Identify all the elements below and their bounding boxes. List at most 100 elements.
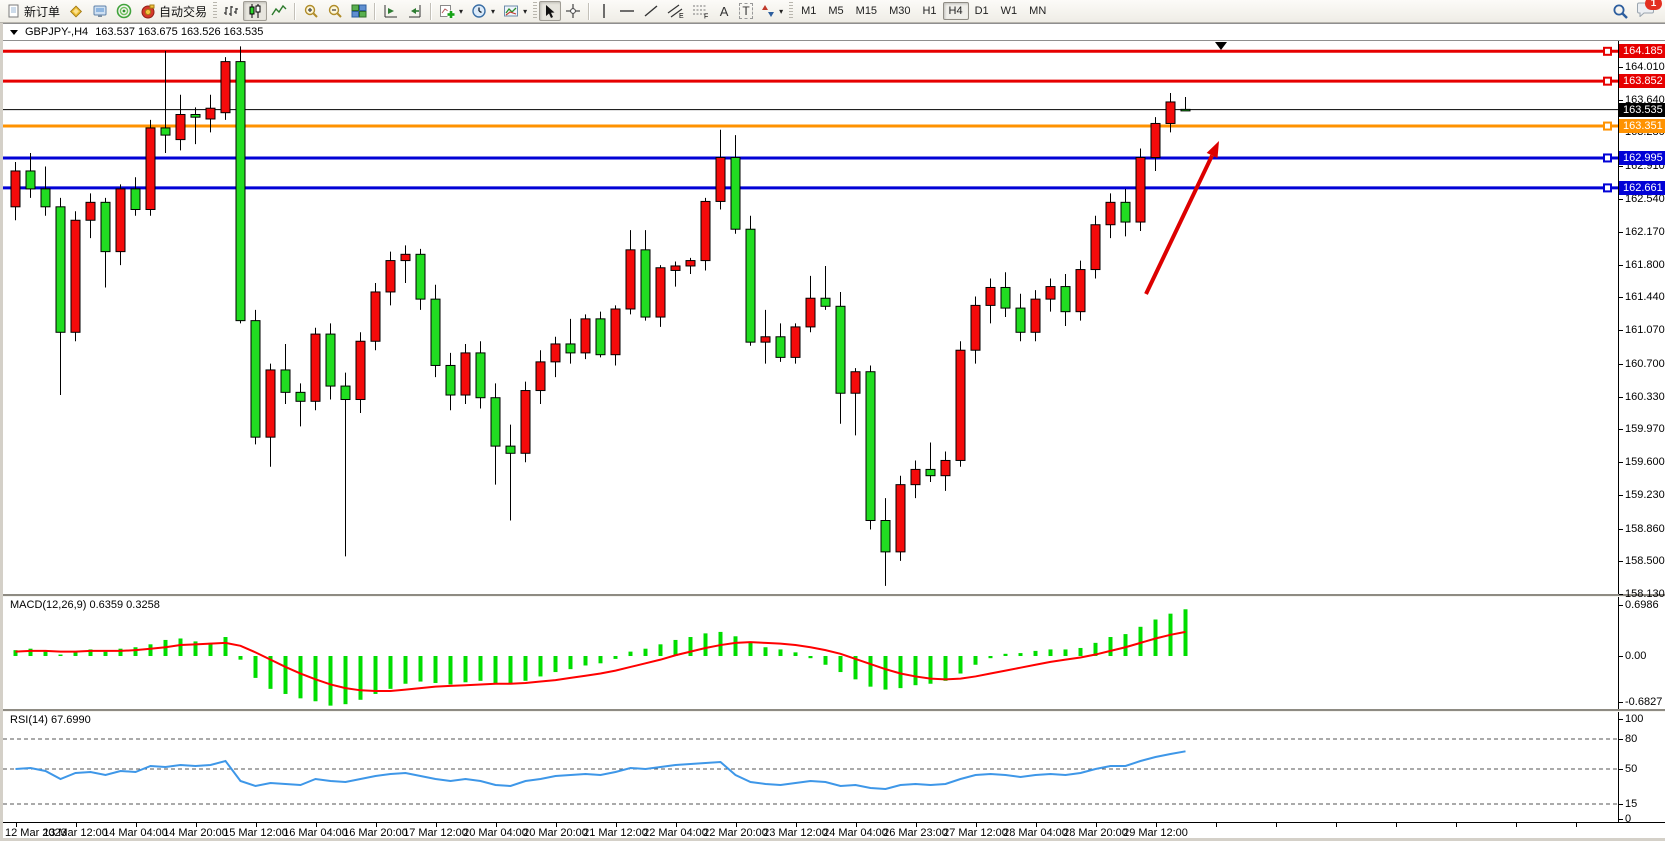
cursor-button[interactable]	[539, 1, 562, 21]
indicators-button[interactable]: ▾	[435, 1, 467, 21]
line-end-marker[interactable]	[1603, 46, 1612, 56]
templates-button[interactable]: ▾	[499, 1, 531, 21]
object-anchor-icon[interactable]	[1215, 42, 1227, 50]
autotrading-label: 自动交易	[159, 4, 208, 19]
chevron-down-icon: ▾	[523, 6, 528, 16]
time-tick	[1275, 823, 1277, 827]
macd-histogram-bar	[688, 637, 693, 656]
horizontal-line-button[interactable]	[615, 1, 639, 21]
candle-body	[670, 265, 681, 271]
macd-histogram-bar	[1093, 642, 1098, 656]
macd-histogram-bar	[58, 654, 63, 656]
line-end-marker[interactable]	[1603, 76, 1612, 86]
text-label-button[interactable]: T	[735, 1, 757, 21]
macd-histogram-bar	[733, 636, 738, 656]
time-tick	[1095, 823, 1097, 827]
candle-body	[115, 188, 126, 253]
price-tick	[1619, 594, 1623, 595]
candle-body	[490, 397, 501, 447]
crosshair-button[interactable]	[561, 1, 585, 21]
candle-body	[835, 305, 846, 394]
macd-histogram-bar	[973, 656, 978, 665]
price-tick-label: 161.440	[1625, 291, 1665, 304]
tf-button-h1[interactable]: H1	[916, 2, 942, 20]
time-tick	[855, 823, 857, 827]
macd-histogram-bar	[1138, 626, 1143, 656]
trendline-button[interactable]	[639, 1, 663, 21]
arrows-button[interactable]: ▾	[757, 1, 787, 21]
macd-histogram-bar	[508, 656, 513, 685]
macd-histogram-bar	[253, 656, 258, 678]
tf-button-m5[interactable]: M5	[822, 2, 849, 20]
macd-histogram-bar	[1018, 653, 1023, 656]
candle-body	[1150, 122, 1161, 159]
chart-menu-icon[interactable]	[10, 29, 18, 35]
candlestick-chart-button[interactable]	[243, 1, 268, 21]
macd-axis[interactable]: 0.6986 0.00 -0.6827	[1618, 597, 1665, 709]
notification-badge: 1	[1645, 0, 1662, 10]
candle-body	[895, 484, 906, 553]
macd-histogram-bar	[988, 656, 993, 659]
tile-windows-button[interactable]	[347, 1, 371, 21]
candle-body	[340, 385, 351, 401]
candle-body	[1120, 201, 1131, 223]
zoom-out-button[interactable]	[323, 1, 347, 21]
candle-body	[55, 206, 66, 333]
chat-button[interactable]: 1	[1637, 0, 1662, 22]
candle-body	[1180, 108, 1191, 112]
pane-splitter[interactable]	[3, 709, 1665, 712]
market-watch-button[interactable]	[64, 1, 88, 21]
periods-button[interactable]: ▾	[467, 1, 499, 21]
autotrading-button[interactable]: 自动交易	[136, 1, 211, 21]
time-tick	[15, 823, 17, 827]
tf-button-m30[interactable]: M30	[883, 2, 916, 20]
rsi-axis[interactable]: 100 80 50 15 0	[1618, 712, 1665, 825]
search-icon[interactable]	[1612, 3, 1629, 20]
macd-histogram-bar	[43, 650, 48, 656]
toolbar-separator	[588, 2, 591, 20]
candle-body	[205, 107, 216, 120]
line-chart-button[interactable]	[267, 1, 291, 21]
text-button[interactable]: A	[713, 1, 735, 21]
candle-body	[175, 113, 186, 141]
new-order-button[interactable]: 新订单	[3, 1, 64, 21]
strategy-tester-button[interactable]	[112, 1, 136, 21]
channel-button[interactable]: E	[663, 1, 688, 21]
time-tick	[195, 823, 197, 827]
rsi-chart	[3, 738, 1618, 805]
rsi-line	[15, 750, 1186, 791]
time-axis[interactable]: 12 Mar 2023 13 Mar 12:00 14 Mar 04:00 14 Ma…	[3, 822, 1665, 841]
candle-body	[940, 459, 951, 477]
price-tick	[1619, 66, 1623, 68]
macd-histogram-bar	[838, 656, 843, 673]
trend-arrow-head[interactable]	[1206, 141, 1219, 159]
fibonacci-button[interactable]: F	[688, 1, 713, 21]
macd-tick-label: 0.00	[1625, 650, 1647, 662]
line-end-marker[interactable]	[1603, 183, 1612, 193]
line-end-marker[interactable]	[1603, 153, 1612, 163]
candle-body	[85, 201, 96, 221]
price-axis[interactable]: 164.380164.010163.640163.280162.910162.5…	[1618, 28, 1665, 600]
bar-chart-button[interactable]	[219, 1, 243, 21]
auto-scroll-button[interactable]	[403, 1, 427, 21]
tf-button-h4[interactable]: H4	[942, 2, 969, 20]
macd-histogram-bar	[388, 656, 393, 689]
chart-shift-button[interactable]	[379, 1, 403, 21]
tf-button-mn[interactable]: MN	[1023, 2, 1052, 20]
tf-button-m15[interactable]: M15	[850, 2, 883, 20]
tf-button-m1[interactable]: M1	[795, 2, 822, 20]
vertical-line-button[interactable]	[593, 1, 615, 21]
candle-body	[715, 157, 726, 202]
svg-text:E: E	[679, 13, 684, 19]
tf-button-d1[interactable]: D1	[969, 2, 995, 20]
line-end-marker[interactable]	[1603, 121, 1612, 131]
price-tick-label: 161.800	[1625, 259, 1665, 272]
pane-splitter[interactable]	[3, 594, 1665, 597]
zoom-in-button[interactable]	[299, 1, 323, 21]
trend-arrow[interactable]	[1144, 154, 1214, 295]
candle-body	[460, 352, 471, 396]
terminal-button[interactable]	[88, 1, 112, 21]
chevron-down-icon: ▾	[491, 6, 496, 16]
tf-button-w1[interactable]: W1	[995, 2, 1024, 20]
macd-histogram-bar	[88, 649, 93, 656]
